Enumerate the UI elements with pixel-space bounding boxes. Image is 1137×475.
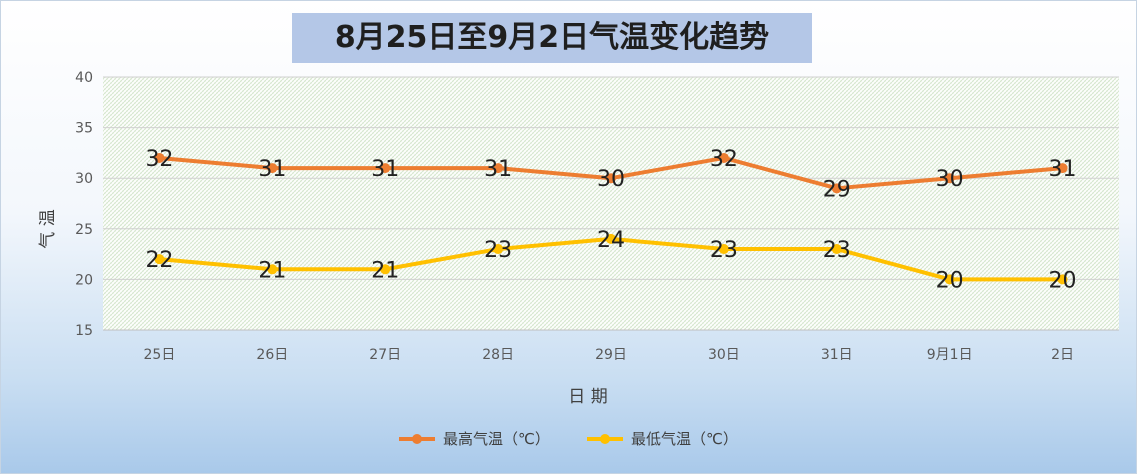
- x-tick-label: 2日: [1051, 347, 1074, 363]
- x-tick-label: 9月1日: [927, 347, 973, 363]
- data-label: 30: [936, 167, 964, 192]
- tick-labels: 15 20 25 30 35 40 25日 26日 27日 28日 29日 30日 31日 9月1日 2日: [75, 70, 1074, 363]
- data-label: 21: [371, 258, 399, 283]
- data-point: [380, 163, 391, 174]
- data-point: [380, 264, 391, 275]
- series-low: [154, 233, 1068, 285]
- x-tick-label: 31日: [821, 347, 853, 363]
- data-point: [944, 274, 955, 285]
- legend-marker: [412, 434, 422, 444]
- data-point: [718, 244, 729, 255]
- y-tick-label: 40: [75, 70, 93, 86]
- data-point: [154, 254, 165, 265]
- series-high: [154, 152, 1068, 194]
- x-tick-label: 29日: [595, 347, 627, 363]
- data-point: [1057, 274, 1068, 285]
- data-label: 24: [597, 228, 625, 253]
- x-tick-label: 28日: [482, 347, 514, 363]
- legend-label: 最高气温（℃）: [443, 430, 550, 448]
- data-label: 22: [145, 248, 173, 273]
- x-axis-title: 日 期: [568, 387, 607, 407]
- data-point: [267, 264, 278, 275]
- x-tick-label: 30日: [708, 347, 740, 363]
- legend-item: 最高气温（℃）: [399, 430, 550, 448]
- legend-item: 最低气温（℃）: [587, 430, 738, 448]
- y-tick-label: 25: [75, 222, 93, 238]
- data-point: [606, 233, 616, 244]
- data-label: 30: [597, 167, 625, 192]
- y-tick-label: 15: [75, 323, 93, 339]
- x-tick-label: 27日: [369, 347, 401, 363]
- series: [154, 152, 1068, 285]
- data-point: [1057, 163, 1068, 174]
- data-point: [944, 173, 955, 184]
- data-label: 23: [823, 238, 851, 263]
- data-label: 32: [710, 147, 738, 172]
- x-tick-label: 25日: [144, 347, 176, 363]
- data-label: 31: [484, 157, 512, 182]
- data-label: 31: [1049, 157, 1077, 182]
- y-tick-label: 30: [75, 171, 93, 187]
- data-point: [718, 152, 729, 163]
- data-label: 32: [145, 147, 173, 172]
- data-label: 20: [1049, 268, 1077, 293]
- legend-marker: [600, 434, 610, 444]
- data-label: 23: [484, 238, 512, 263]
- y-tick-label: 35: [75, 121, 93, 137]
- data-point: [606, 173, 616, 184]
- data-label: 29: [823, 177, 851, 202]
- y-tick-label: 20: [75, 272, 93, 288]
- data-label: 20: [936, 268, 964, 293]
- data-labels: 32 31 31 31 30 32 29 30 31 22 21 21 23 24 23 23 20 20: [145, 147, 1076, 293]
- data-point: [267, 163, 278, 174]
- data-label: 31: [258, 157, 286, 182]
- data-label: 31: [371, 157, 399, 182]
- x-tick-label: 26日: [256, 347, 288, 363]
- data-label: 23: [710, 238, 738, 263]
- chart-title: 8月25日至9月2日气温变化趋势: [292, 13, 812, 63]
- legend-label: 最低气温（℃）: [631, 430, 738, 448]
- y-axis-title: 气 温: [38, 209, 58, 248]
- data-point: [831, 244, 842, 255]
- data-point: [493, 244, 504, 255]
- data-label: 21: [258, 258, 286, 283]
- plot-area: [103, 77, 1119, 330]
- data-point: [831, 183, 842, 194]
- legend: 最高气温（℃） 最低气温（℃）: [399, 430, 738, 448]
- data-point: [493, 163, 504, 174]
- data-point: [154, 152, 165, 163]
